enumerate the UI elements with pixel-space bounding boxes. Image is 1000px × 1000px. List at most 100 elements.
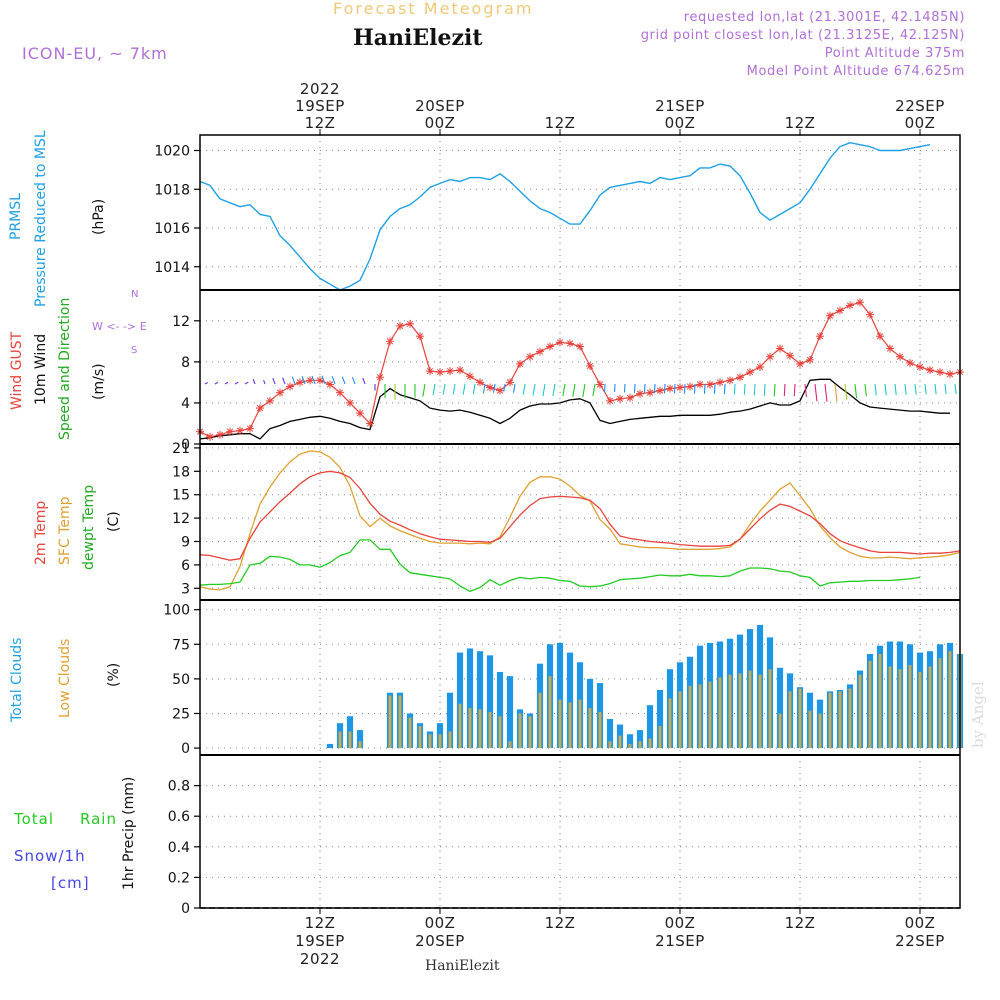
wind-arrow — [713, 383, 716, 394]
low-cloud-bar — [488, 712, 492, 749]
wind-arrow — [804, 383, 807, 397]
gust-marker — [226, 427, 234, 436]
gust-marker — [566, 339, 574, 348]
gust-marker — [236, 426, 244, 435]
top-time-label: 22SEP — [895, 97, 945, 115]
top-time-label: 21SEP — [655, 97, 705, 115]
wind-arrow — [252, 378, 256, 385]
low-cloud-bar — [908, 665, 912, 749]
wind-arrow — [904, 383, 907, 395]
y-tick-label: 3 — [181, 581, 190, 597]
low-cloud-bar — [818, 713, 822, 749]
low-cloud-bar — [388, 695, 392, 749]
gust-marker — [666, 384, 674, 393]
wind-arrow — [552, 383, 556, 396]
gust-marker — [466, 372, 474, 381]
low-cloud-bar — [628, 743, 632, 749]
wind-arrow — [763, 383, 766, 396]
compass-n: N — [131, 289, 139, 300]
gust-marker — [346, 398, 354, 407]
low-cloud-bar — [778, 713, 782, 749]
low-cloud-bar — [668, 698, 672, 749]
wind-arrow — [693, 383, 696, 394]
gust-marker — [626, 393, 634, 402]
gust-marker — [376, 373, 384, 382]
low-cloud-bar — [438, 734, 442, 749]
gust-marker — [386, 337, 394, 346]
low-cloud-bar — [468, 707, 472, 749]
gust-marker — [426, 367, 434, 376]
precip-cm-label: [cm] — [51, 874, 90, 892]
wind10m-line — [199, 378, 950, 440]
gust-marker — [856, 298, 864, 307]
wind-arrow — [462, 383, 466, 395]
footer-location: HaniElezit — [425, 958, 500, 974]
gust-marker — [886, 344, 894, 353]
wind-arrow — [532, 383, 536, 396]
total-cloud-bar — [566, 652, 574, 749]
y-tick-label: 4 — [181, 396, 190, 412]
gust-marker — [876, 332, 884, 341]
y-tick-label: 100 — [163, 603, 190, 619]
gust-marker — [906, 358, 914, 367]
gust-marker — [946, 370, 954, 379]
wind-arrow — [311, 375, 316, 385]
gust-marker — [396, 321, 404, 330]
top-time-label: 00Z — [425, 114, 456, 132]
low-cloud-bar — [698, 684, 702, 749]
wind-arrow — [663, 383, 666, 394]
wind-arrow — [723, 383, 726, 394]
gust-marker — [496, 386, 504, 395]
gust-marker — [606, 396, 614, 405]
gust-marker — [526, 352, 534, 361]
wind-arrow — [793, 383, 796, 397]
wind-arrow — [783, 383, 786, 397]
y-tick-label: 0.6 — [168, 809, 190, 825]
gust-marker — [616, 394, 624, 403]
wind-arrow — [272, 377, 276, 385]
top-time-label: 20SEP — [415, 97, 465, 115]
gust-marker — [686, 382, 694, 391]
low-cloud-bar — [338, 731, 342, 749]
low-cloud-bar — [528, 716, 532, 749]
wind-arrow — [542, 383, 546, 396]
wind-arrow — [351, 376, 356, 385]
wind-arrow — [472, 383, 476, 395]
wind-arrow — [874, 383, 877, 396]
low-cloud-bar — [538, 692, 542, 749]
wind-arrow — [562, 383, 566, 397]
y-tick-label: 0 — [181, 741, 190, 757]
gust-marker — [676, 383, 684, 392]
y-tick-label: 0.2 — [168, 870, 190, 886]
wind-arrow — [844, 383, 848, 400]
dewpt-line — [199, 539, 921, 593]
y-tick-label: 1014 — [154, 260, 190, 276]
wind-arrow — [321, 375, 326, 385]
y-tick-label: 25 — [172, 706, 190, 722]
wind-arrow — [814, 383, 818, 402]
wind-arrow — [753, 383, 756, 396]
gust-marker — [276, 388, 284, 397]
low-cloud-bar — [548, 676, 552, 749]
top-time-label: 12Z — [545, 114, 576, 132]
wind-arrow — [673, 383, 676, 394]
y-tick-label: 18 — [172, 464, 190, 480]
point-altitude: Point Altitude 375m — [824, 46, 965, 61]
gust-marker — [336, 388, 344, 397]
y-tick-label: 0 — [181, 901, 190, 917]
total-cloud-bar — [466, 648, 474, 749]
low-cloud-bar — [788, 691, 792, 749]
wind-arrow — [234, 381, 239, 385]
gust-marker — [506, 378, 514, 387]
low-cloud-bar — [618, 735, 622, 749]
gust-marker — [206, 432, 214, 441]
gust-marker — [486, 383, 494, 392]
gust-marker — [716, 378, 724, 387]
bottom-time-label: 00Z — [665, 914, 696, 932]
wind-arrow — [884, 383, 887, 396]
total-cloud-bar — [626, 734, 634, 749]
gust-marker — [866, 310, 874, 319]
y-tick-label: 9 — [181, 535, 190, 551]
gust-marker — [476, 378, 484, 387]
